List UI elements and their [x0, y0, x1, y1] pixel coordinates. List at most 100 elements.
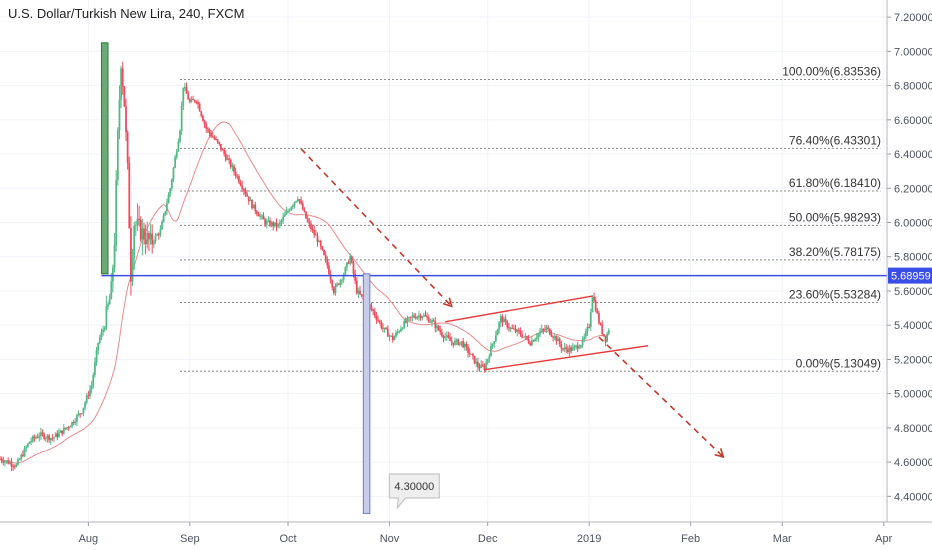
candle-body	[244, 190, 247, 195]
candle-body	[583, 336, 586, 340]
candle-body	[224, 154, 227, 160]
candle-body	[290, 206, 293, 211]
y-tick-label: 6.80000	[894, 81, 932, 93]
candle-body	[236, 175, 239, 177]
candle-body	[247, 196, 250, 202]
candle-body	[267, 220, 270, 222]
candle-body	[139, 219, 142, 240]
candle-body	[40, 432, 42, 437]
candle-body	[159, 229, 162, 236]
candle-body	[352, 262, 355, 274]
candle-body	[323, 249, 325, 255]
candle-body	[296, 199, 299, 201]
candle-body	[193, 99, 196, 102]
candle-body	[262, 215, 265, 220]
candle-body	[203, 120, 206, 125]
x-tick-label: Apr	[875, 533, 892, 545]
candle-body	[411, 315, 414, 318]
candle-body	[61, 430, 64, 434]
candle-body	[67, 427, 70, 429]
x-tick-label: Dec	[478, 533, 498, 545]
y-tick-label: 6.20000	[894, 183, 932, 195]
fib-level-label: 76.40%(6.43301)	[789, 133, 881, 147]
candle-body	[85, 395, 88, 403]
candle-body	[465, 343, 468, 347]
candle-body	[571, 347, 574, 351]
candle-body	[167, 194, 170, 204]
candle-body	[542, 329, 545, 331]
candle-body	[123, 86, 126, 107]
candle-body	[506, 321, 509, 328]
fib-level-label: 0.00%(5.13049)	[796, 356, 881, 370]
candle-body	[354, 273, 357, 281]
candle-body	[254, 204, 257, 212]
candle-body	[56, 433, 59, 437]
candle-body	[170, 179, 173, 189]
candle-body	[550, 334, 553, 337]
candle-body	[35, 437, 37, 439]
trend-arrow-2-head	[714, 448, 725, 459]
candle-body	[162, 214, 165, 222]
candle-body	[503, 318, 505, 323]
candle-body	[396, 331, 399, 333]
candle-body	[586, 326, 589, 332]
candle-body	[7, 460, 10, 464]
candle-body	[300, 201, 303, 204]
candle-body	[112, 267, 114, 282]
candle-body	[220, 143, 222, 150]
candle-body	[152, 241, 155, 245]
candle-body	[305, 211, 307, 219]
candle-body	[508, 327, 510, 329]
candle-body	[393, 336, 396, 341]
y-tick-label: 7.00000	[894, 46, 932, 58]
candle-body	[521, 334, 523, 338]
y-tick-label: 5.80000	[894, 252, 932, 264]
candle-body	[15, 464, 18, 467]
candle-body	[269, 220, 271, 226]
candle-body	[444, 336, 447, 339]
target-bar	[362, 273, 371, 514]
drawings[interactable]: 5.68959 4.30000	[100, 42, 932, 514]
candle-body	[84, 402, 86, 408]
candle-body	[445, 335, 448, 337]
candle-body	[13, 466, 16, 468]
candle-body	[337, 283, 340, 285]
price-tag	[888, 267, 932, 284]
candle-body	[89, 389, 91, 396]
ma-line	[0, 121, 609, 464]
candle-body	[23, 448, 26, 457]
candle-body	[41, 432, 44, 435]
candle-body	[51, 438, 54, 440]
candle-body	[208, 129, 211, 133]
candle-body	[116, 130, 119, 180]
candle-body	[404, 320, 407, 323]
candle-body	[277, 224, 280, 227]
candle-body	[12, 466, 14, 468]
candle-body	[54, 433, 57, 438]
fib-level-label: 100.00%(6.83536)	[782, 65, 881, 79]
candle-body	[25, 446, 28, 449]
candle-body	[10, 462, 13, 467]
candle-body	[470, 353, 473, 355]
candle-body	[318, 240, 321, 243]
candle-body	[439, 329, 442, 333]
candle-body	[211, 136, 214, 138]
candle-body	[406, 317, 409, 323]
candle-body	[598, 313, 600, 324]
x-tick-label: Mar	[773, 533, 792, 545]
candle-body	[328, 265, 330, 275]
candle-body	[76, 415, 78, 422]
candle-body	[146, 233, 149, 245]
candle-body	[375, 315, 378, 320]
fibonacci-retracement[interactable]: 100.00%(6.83536) 76.40%(6.43301) 61.80%(6.…	[180, 65, 881, 372]
candle-body	[326, 258, 329, 266]
candle-body	[370, 306, 373, 310]
candle-body	[48, 435, 50, 441]
candle-body	[20, 454, 23, 460]
candle-body	[97, 342, 100, 351]
candle-body	[468, 352, 471, 355]
candle-body	[148, 233, 150, 240]
candle-body	[490, 346, 492, 357]
